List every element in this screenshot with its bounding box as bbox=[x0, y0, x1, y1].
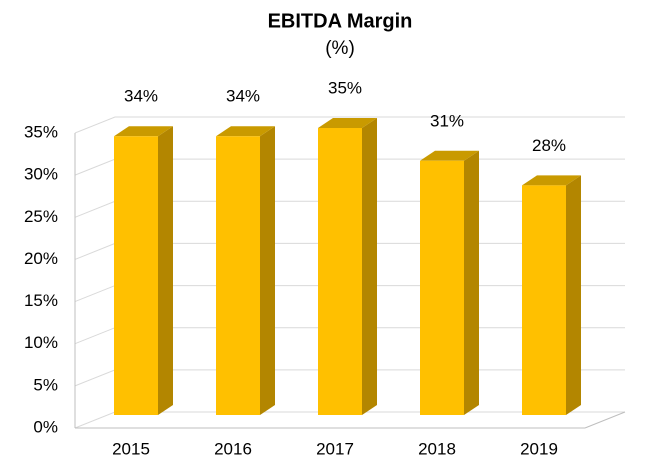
chart-title: EBITDA Margin bbox=[268, 10, 413, 32]
grid-line bbox=[74, 116, 625, 134]
x-tick-label: 2017 bbox=[316, 439, 354, 458]
x-tick-label: 2019 bbox=[520, 439, 558, 458]
value-label: 28% bbox=[532, 136, 566, 155]
bar-side bbox=[566, 175, 581, 415]
y-tick-label: 25% bbox=[24, 207, 58, 226]
bar-front bbox=[216, 136, 260, 415]
bar bbox=[522, 175, 581, 415]
value-label: 34% bbox=[124, 87, 158, 106]
bar-front bbox=[114, 136, 158, 415]
y-tick-label: 5% bbox=[33, 375, 58, 394]
y-tick-label: 20% bbox=[24, 249, 58, 268]
bar-front bbox=[318, 128, 362, 415]
value-label: 35% bbox=[328, 78, 362, 97]
bar-top bbox=[522, 175, 581, 186]
y-tick-label: 30% bbox=[24, 165, 58, 184]
floor-edge bbox=[584, 411, 626, 429]
bar-side bbox=[464, 150, 479, 416]
bar-side bbox=[260, 126, 275, 415]
bar-front bbox=[522, 185, 566, 415]
bar-top bbox=[318, 118, 377, 128]
bar-top bbox=[420, 150, 479, 161]
bar-top bbox=[216, 126, 275, 137]
bar-front bbox=[420, 160, 464, 415]
y-tick-label: 0% bbox=[33, 417, 58, 436]
x-tick-label: 2018 bbox=[418, 439, 456, 458]
x-tick-label: 2016 bbox=[214, 439, 252, 458]
value-label: 31% bbox=[430, 111, 464, 130]
chart-subtitle: (%) bbox=[325, 38, 355, 59]
bar bbox=[318, 118, 377, 415]
bar-top bbox=[114, 126, 173, 137]
bar bbox=[114, 126, 173, 415]
bar-side bbox=[158, 126, 173, 415]
value-label: 34% bbox=[226, 87, 260, 106]
bar bbox=[420, 150, 479, 416]
bar bbox=[216, 126, 275, 415]
y-tick-label: 10% bbox=[24, 333, 58, 352]
x-tick-label: 2015 bbox=[112, 439, 150, 458]
y-tick-label: 15% bbox=[24, 291, 58, 310]
bar-side bbox=[362, 118, 377, 415]
y-tick-label: 35% bbox=[24, 122, 58, 141]
